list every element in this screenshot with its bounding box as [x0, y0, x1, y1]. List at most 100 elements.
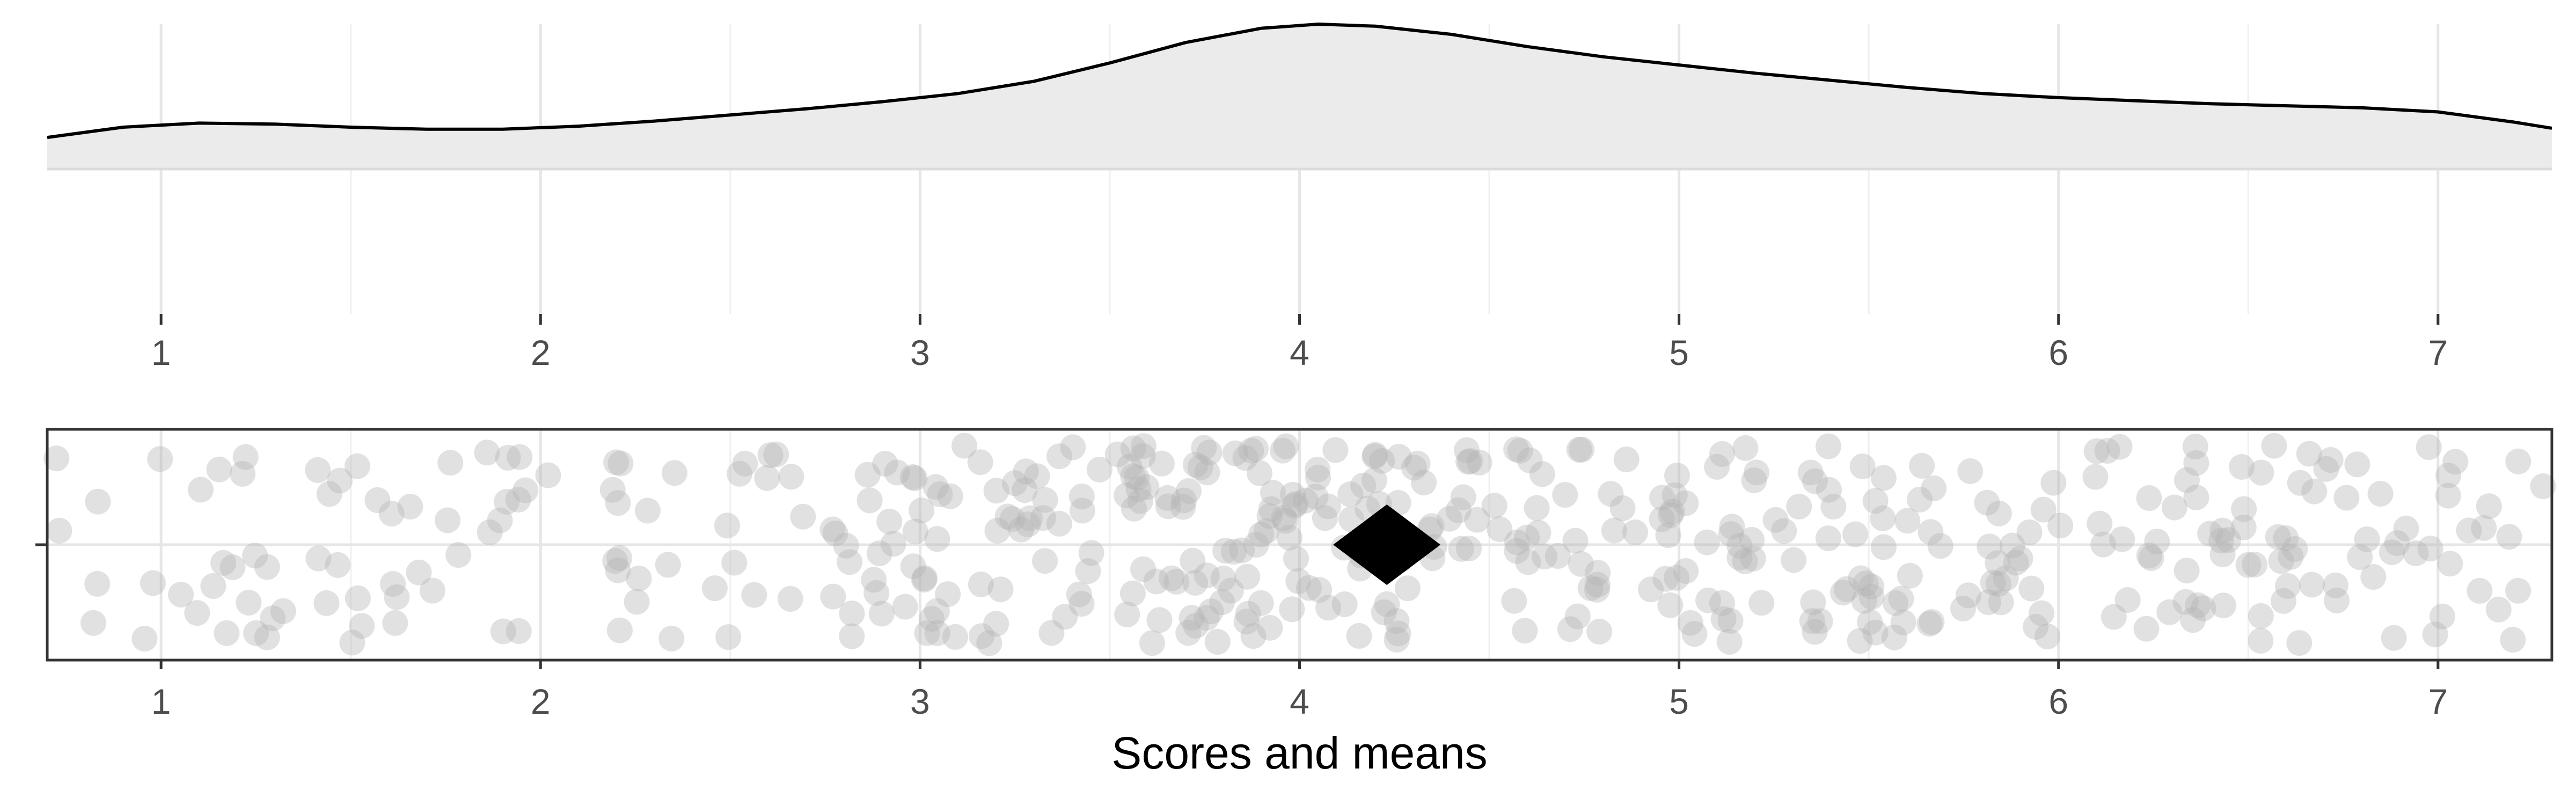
jitter-point: [790, 503, 816, 530]
jitter-point: [2354, 526, 2380, 552]
jitter-point: [1552, 482, 1578, 508]
jitter-point: [1179, 605, 1205, 631]
jitter-point: [1586, 619, 1613, 645]
jitter-point: [868, 601, 895, 627]
jitter-point: [131, 626, 158, 652]
density-area: [47, 24, 2552, 169]
jitter-point: [1781, 547, 1807, 573]
jitter-point: [2261, 433, 2287, 459]
jitter-point: [1882, 624, 1907, 650]
jitter-point: [397, 494, 423, 519]
jitter-point: [2016, 519, 2043, 545]
jitter-point: [872, 451, 898, 477]
jitter-point: [2393, 515, 2419, 541]
jitter-point: [474, 440, 500, 466]
bottom-x-axis: 1 2 3 4 5 6 7: [151, 660, 2448, 721]
jitter-point: [1271, 505, 1297, 531]
x-axis-title: Scores and means: [1111, 728, 1487, 778]
jitter-point: [1503, 436, 1529, 463]
jitter-point: [1717, 608, 1744, 634]
jitter-point: [2229, 454, 2255, 480]
jitter-point: [2286, 630, 2312, 656]
jitter-point: [1800, 589, 1826, 616]
jitter-point: [1337, 481, 1364, 507]
jitter-point: [2248, 627, 2274, 654]
jitter-point: [715, 624, 742, 650]
jitter-point: [2360, 564, 2387, 590]
jitter-point: [2278, 544, 2304, 570]
jitter-point: [1890, 609, 1916, 635]
jitter-point: [2209, 541, 2236, 567]
jitter-point: [2322, 572, 2348, 598]
jitter-point: [2248, 459, 2274, 486]
jitter-point: [999, 506, 1026, 532]
jitter-point: [1086, 457, 1113, 482]
jitter-point: [1133, 474, 1160, 500]
jitter-point: [184, 600, 210, 626]
jitter-point: [987, 576, 1014, 603]
jitter-point: [2282, 536, 2308, 562]
jitter-point: [1218, 577, 1244, 604]
jitter-point: [1797, 459, 1824, 486]
jitter-point: [1123, 464, 1150, 491]
jitter-point: [1695, 587, 1722, 613]
jitter-point: [2087, 510, 2113, 537]
jitter-point: [603, 449, 630, 475]
jitter-point: [2180, 607, 2206, 633]
jitter-point: [1078, 540, 1104, 566]
jitter-point: [384, 584, 410, 610]
jitter-point: [919, 606, 945, 632]
jitter-point: [1182, 569, 1208, 596]
jitter-point: [1175, 478, 1202, 504]
jitter-point: [1385, 620, 1411, 647]
jitter-point: [2268, 548, 2294, 574]
jitter-point: [1807, 608, 1833, 634]
jitter-point: [1986, 500, 2012, 526]
jitter-point: [1163, 568, 1190, 595]
jitter-point: [1209, 589, 1235, 616]
jitter-point: [900, 553, 926, 580]
jitter-point: [2136, 485, 2162, 511]
jitter-point: [1148, 450, 1175, 477]
jitter-point: [1450, 484, 1476, 510]
jitter-point: [2381, 625, 2407, 651]
jitter-point: [1066, 581, 1092, 608]
jitter-point: [757, 442, 784, 469]
jitter-point: [1919, 609, 1945, 635]
jitter-point: [1121, 495, 1147, 522]
jitter-point: [494, 488, 520, 515]
jitter-point: [1853, 570, 1879, 597]
jitter-point: [1075, 558, 1101, 584]
jitter-point: [214, 620, 240, 646]
jitter-point: [1833, 576, 1860, 602]
jitter-point: [1302, 484, 1329, 510]
jitter-point: [1032, 548, 1058, 574]
jitter-point: [661, 460, 687, 486]
jitter-point: [1849, 453, 1876, 480]
jitter-point: [1652, 566, 1679, 592]
jitter-point: [1120, 435, 1146, 462]
jitter-point: [1802, 468, 1828, 494]
jitter-point: [1455, 449, 1481, 475]
jitter-point: [445, 542, 472, 568]
middle-x-axis-tick-label: 5: [1669, 333, 1689, 372]
jitter-point: [1280, 482, 1306, 508]
bottom-x-axis-tick-label: 6: [2048, 682, 2068, 721]
jitter-point: [2299, 572, 2325, 598]
jitter-point: [1155, 493, 1181, 519]
jitter-point: [1512, 618, 1538, 644]
jitter-point: [236, 589, 262, 616]
jitter-point: [1739, 526, 1765, 553]
jitter-point: [1980, 569, 2006, 596]
jitter-point: [1187, 455, 1213, 481]
jitter-point: [1069, 591, 1095, 617]
jitter-point: [1254, 518, 1280, 544]
jitter-point: [2047, 513, 2074, 539]
jitter-point: [914, 620, 940, 646]
jitter-point: [2208, 528, 2235, 554]
jitter-point: [1529, 461, 1555, 487]
jitter-point: [1464, 507, 1490, 533]
jitter-point: [634, 497, 661, 524]
jitter-point: [839, 601, 865, 627]
